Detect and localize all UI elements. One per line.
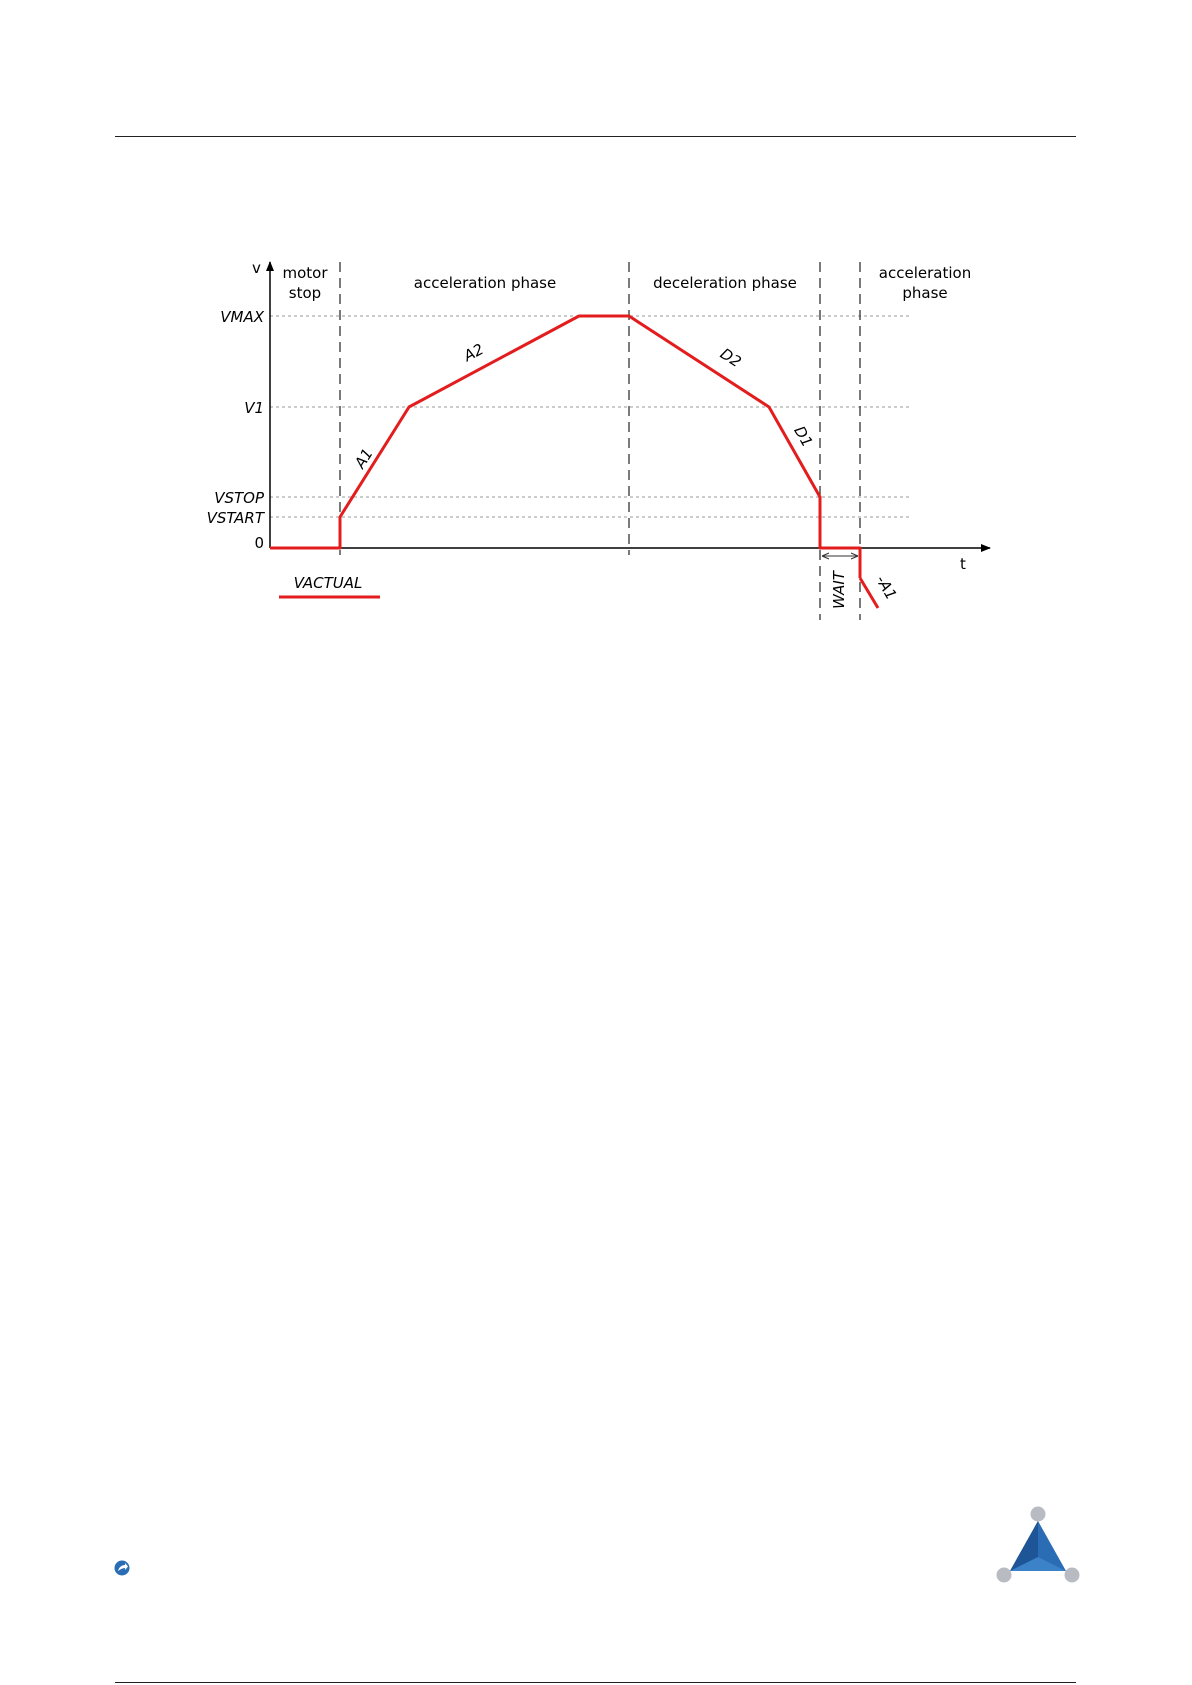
- wait-label: WAIT: [830, 569, 848, 609]
- acceleration-phase-label: acceleration phase: [414, 274, 556, 292]
- a2-segment-label: A2: [460, 340, 487, 366]
- vmax-label: VMAX: [220, 308, 264, 326]
- header-rule: [115, 136, 1076, 137]
- neg-a1-segment-label: -A1: [872, 572, 900, 603]
- motor-stop-label-line2: stop: [289, 284, 321, 302]
- acceleration-phase-2-label-line2: phase: [902, 284, 947, 302]
- d2-segment-label: D2: [717, 345, 744, 372]
- deceleration-phase-label: deceleration phase: [653, 274, 797, 292]
- acceleration-phase-2-label-line1: acceleration: [879, 264, 971, 282]
- vactual-curve: [270, 314, 862, 578]
- wait-arrow-right-icon: [850, 552, 859, 560]
- motor-stop-label-line1: motor: [282, 264, 328, 282]
- d1-segment-label: D1: [790, 423, 816, 450]
- v1-label: V1: [244, 399, 264, 417]
- wait-interval-marker: [821, 552, 859, 560]
- vstart-label: VSTART: [207, 509, 266, 527]
- footer-link-icon: [114, 1560, 130, 1576]
- phase-separators: [339, 262, 861, 620]
- x-axis-label: t: [960, 555, 966, 573]
- y-axis-label: v: [252, 259, 261, 277]
- vactual-curve-next-accel: [858, 577, 880, 609]
- vstop-label: VSTOP: [214, 489, 265, 507]
- footer-rule: [115, 1682, 1076, 1683]
- company-logo-icon: [996, 1506, 1080, 1583]
- vactual-legend-label: VACTUAL: [294, 574, 363, 592]
- a1-segment-label: A1: [350, 445, 376, 472]
- zero-label: 0: [254, 534, 264, 552]
- wait-arrow-left-icon: [821, 552, 830, 560]
